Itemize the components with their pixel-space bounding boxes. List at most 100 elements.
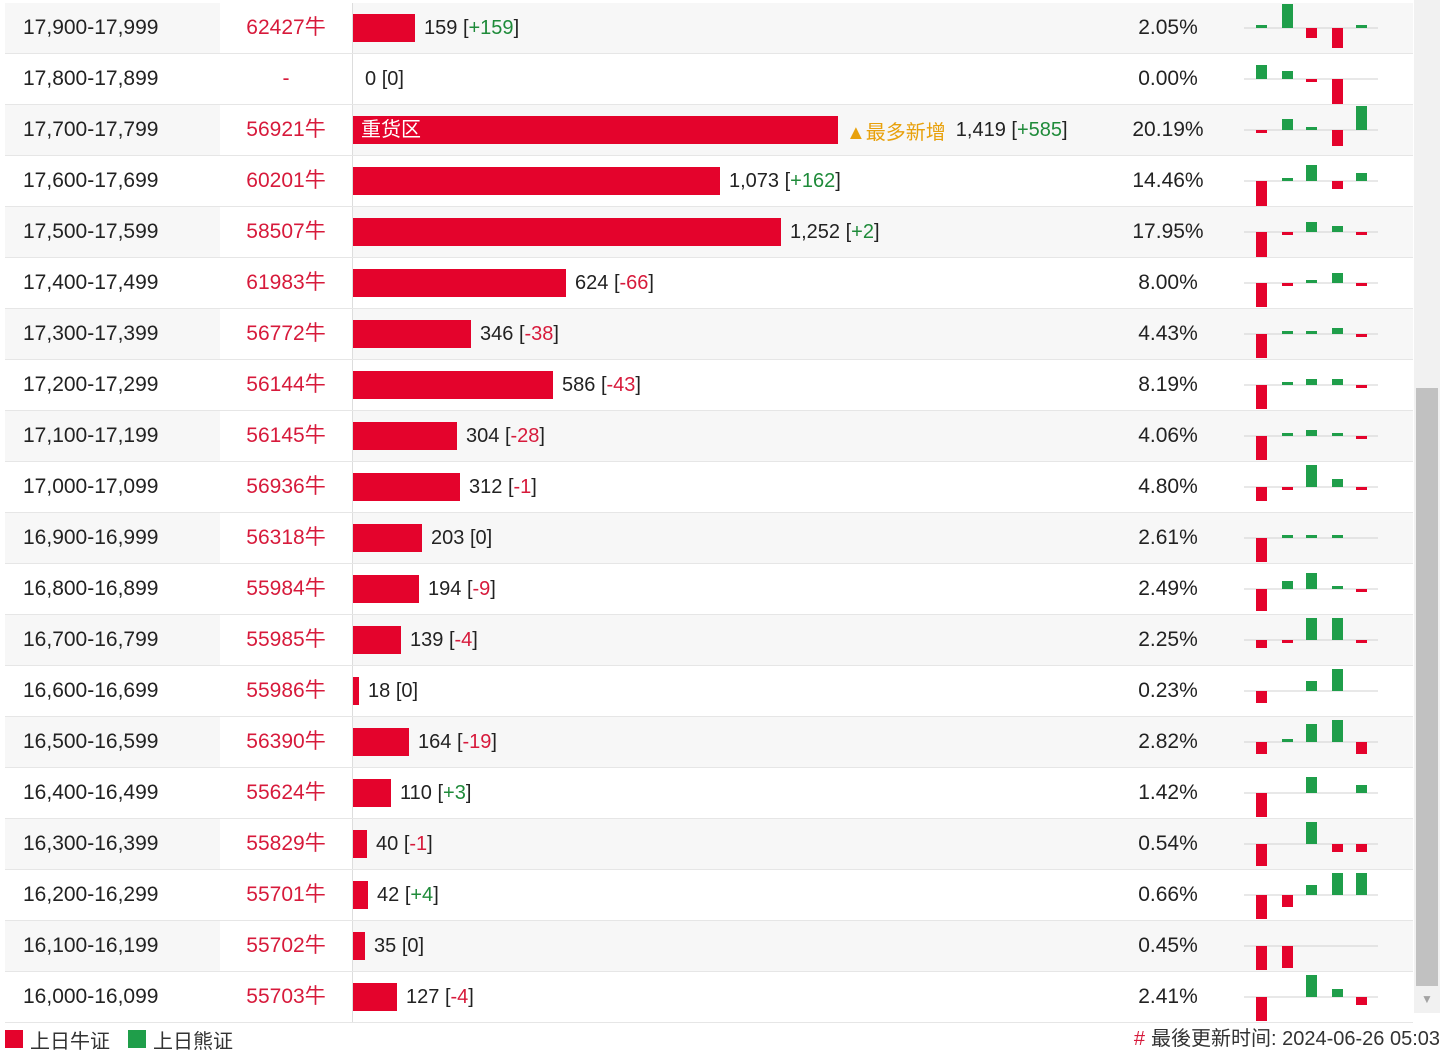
price-range: 17,100-17,199 <box>23 424 159 447</box>
table-row[interactable]: 17,600-17,699 60201牛 1,073 [+162] 14.46% <box>5 156 1413 207</box>
quantity-change: +585 <box>1016 118 1063 141</box>
quantity-bar <box>353 473 460 501</box>
cbbc-code-link[interactable]: 55985牛 <box>246 628 326 651</box>
sparkline-bar <box>1332 989 1343 997</box>
last-updated: # 最後更新时间: 2024-06-26 05:03 <box>1134 1026 1440 1052</box>
table-row[interactable]: 17,100-17,199 56145牛 304 [-28] 4.06% <box>5 411 1413 462</box>
table-row[interactable]: 17,900-17,999 62427牛 159 [+159] 2.05% <box>5 3 1413 54</box>
history-sparkline <box>1244 669 1378 703</box>
quantity-bar-group: 586 [-43] <box>353 360 641 410</box>
quantity-bar-group: 346 [-38] <box>353 309 559 359</box>
most-added-badge: ▲最多新增 <box>846 121 946 144</box>
table-row[interactable]: 16,400-16,499 55624牛 110 [+3] 1.42% <box>5 768 1413 819</box>
sparkline-bar <box>1256 895 1267 919</box>
quantity-bar-group: 35 [0] <box>353 921 424 971</box>
quantity-change: 0 <box>407 934 419 957</box>
cbbc-code-link[interactable]: 56772牛 <box>246 322 326 345</box>
scrollbar-thumb[interactable] <box>1416 388 1438 986</box>
table-row[interactable]: 16,500-16,599 56390牛 164 [-19] 2.82% <box>5 717 1413 768</box>
sparkline-bar <box>1282 283 1293 286</box>
table-row[interactable]: 17,000-17,099 56936牛 312 [-1] 4.80% <box>5 462 1413 513</box>
cbbc-code-link[interactable]: 55703牛 <box>246 985 326 1008</box>
table-row[interactable]: 16,700-16,799 55985牛 139 [-4] 2.25% <box>5 615 1413 666</box>
quantity-bar <box>353 779 391 807</box>
table-row[interactable]: 16,000-16,099 55703牛 127 [-4] 2.41% <box>5 972 1413 1023</box>
table-row[interactable]: 16,100-16,199 55702牛 35 [0] 0.45% <box>5 921 1413 972</box>
cbbc-code-link[interactable]: 58507牛 <box>246 220 326 243</box>
sparkline-bar <box>1256 25 1267 28</box>
history-sparkline <box>1244 822 1378 866</box>
sparkline-bar <box>1256 334 1267 358</box>
sparkline-bar <box>1256 844 1267 866</box>
cbbc-code-link[interactable]: 56936牛 <box>246 475 326 498</box>
price-range: 16,700-16,799 <box>23 628 159 651</box>
price-range: 16,600-16,699 <box>23 679 159 702</box>
sparkline-bar <box>1306 573 1317 589</box>
quantity-text: 35 [0] <box>374 934 425 957</box>
scroll-down-arrow-icon[interactable]: ▼ <box>1421 992 1433 1006</box>
sparkline-bar <box>1332 226 1343 232</box>
percentage: 0.66% <box>1138 883 1198 906</box>
code-cell: 56921牛 <box>220 105 352 155</box>
quantity-change: -28 <box>510 424 540 447</box>
cbbc-code-link[interactable]: 61983牛 <box>246 271 326 294</box>
table-row[interactable]: 16,900-16,999 56318牛 203 [0] 2.61% <box>5 513 1413 564</box>
sparkline-bar <box>1332 618 1343 640</box>
table-row[interactable]: 17,300-17,399 56772牛 346 [-38] 4.43% <box>5 309 1413 360</box>
sparkline-bar <box>1356 640 1367 643</box>
sparkline-bar <box>1332 379 1343 385</box>
code-cell: 56145牛 <box>220 411 352 461</box>
table-row[interactable]: 16,800-16,899 55984牛 194 [-9] 2.49% <box>5 564 1413 615</box>
sparkline-bar <box>1306 777 1317 793</box>
percentage: 2.25% <box>1138 628 1198 651</box>
table-row[interactable]: 17,200-17,299 56144牛 586 [-43] 8.19% <box>5 360 1413 411</box>
table-row[interactable]: 16,600-16,699 55986牛 18 [0] 0.23% <box>5 666 1413 717</box>
column-divider <box>352 615 353 665</box>
table-row[interactable]: 16,200-16,299 55701牛 42 [+4] 0.66% <box>5 870 1413 921</box>
price-range: 16,000-16,099 <box>23 985 159 1008</box>
table-row[interactable]: 17,800-17,899 - 0 [0] 0.00% <box>5 54 1413 105</box>
code-cell: 55701牛 <box>220 870 352 920</box>
quantity-change: 0 <box>401 679 413 702</box>
quantity-text: 203 [0] <box>431 526 493 549</box>
cbbc-code-link[interactable]: 56318牛 <box>246 526 326 549</box>
cbbc-code-link[interactable]: 56390牛 <box>246 730 326 753</box>
bull-swatch-icon <box>5 1030 23 1048</box>
sparkline-bar <box>1306 165 1317 181</box>
cbbc-code-link[interactable]: 55984牛 <box>246 577 326 600</box>
cbbc-code-link[interactable]: 55624牛 <box>246 781 326 804</box>
percentage: 4.80% <box>1138 475 1198 498</box>
table-row[interactable]: 16,300-16,399 55829牛 40 [-1] 0.54% <box>5 819 1413 870</box>
quantity-bar <box>353 371 553 399</box>
sparkline-bar <box>1332 28 1343 48</box>
quantity-bar <box>353 218 781 246</box>
legend-bear-label: 上日熊证 <box>153 1030 233 1053</box>
quantity-change: +159 <box>468 16 514 39</box>
table-row[interactable]: 17,400-17,499 61983牛 624 [-66] 8.00% <box>5 258 1413 309</box>
cbbc-code-link[interactable]: 56145牛 <box>246 424 326 447</box>
table-row[interactable]: 17,700-17,799 56921牛 重货区 ▲最多新增 1,419 [+585] 2… <box>5 105 1413 156</box>
column-divider <box>352 360 353 410</box>
cbbc-code-link[interactable]: 56144牛 <box>246 373 326 396</box>
quantity-value: 127 <box>406 985 445 1008</box>
sparkline-bar <box>1356 25 1367 28</box>
quantity-text: 40 [-1] <box>376 832 433 855</box>
quantity-value: 194 <box>428 577 467 600</box>
column-divider <box>352 717 353 767</box>
percentage: 20.19% <box>1132 118 1204 141</box>
table-row[interactable]: 17,500-17,599 58507牛 1,252 [+2] 17.95% <box>5 207 1413 258</box>
cbbc-code-link[interactable]: 55701牛 <box>246 883 326 906</box>
sparkline-bar <box>1282 119 1293 130</box>
cbbc-code-link[interactable]: 56921牛 <box>246 118 326 141</box>
history-sparkline <box>1244 4 1378 48</box>
quantity-value: 1,252 <box>790 220 846 243</box>
code-cell: - <box>220 54 352 104</box>
quantity-text: 312 [-1] <box>469 475 537 498</box>
cbbc-code-link[interactable]: 55829牛 <box>246 832 326 855</box>
cbbc-code-link[interactable]: 62427牛 <box>246 16 326 39</box>
cbbc-code-link[interactable]: 55986牛 <box>246 679 326 702</box>
cbbc-code-link[interactable]: 55702牛 <box>246 934 326 957</box>
sparkline-bar <box>1332 479 1343 487</box>
cbbc-code-link[interactable]: 60201牛 <box>246 169 326 192</box>
cbbc-code-link[interactable]: - <box>282 67 290 90</box>
